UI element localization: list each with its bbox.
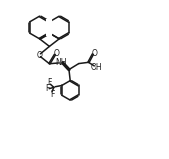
Text: OH: OH bbox=[91, 63, 103, 72]
Text: F: F bbox=[50, 90, 54, 98]
Text: O: O bbox=[53, 49, 59, 58]
Text: O: O bbox=[37, 51, 43, 60]
Text: O: O bbox=[92, 49, 97, 58]
Text: F: F bbox=[47, 78, 52, 87]
Text: F: F bbox=[45, 84, 50, 93]
Text: NH: NH bbox=[55, 59, 67, 67]
